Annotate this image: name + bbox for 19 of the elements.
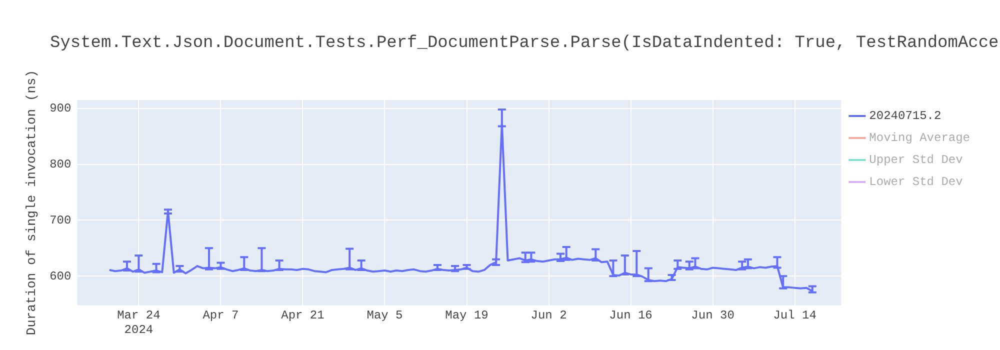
chart-title: System.Text.Json.Document.Tests.Perf_DocumentParse.Parse(IsDataIndented: True, TestRandomAcce — [50, 34, 999, 53]
x-tick-label: Jun 30 — [691, 308, 734, 323]
x-tick-label: Jun 2 — [530, 308, 567, 323]
x-tick-label: May 5 — [366, 308, 403, 323]
legend-label: Moving Average — [869, 131, 970, 146]
x-tick-label: Apr 21 — [281, 308, 324, 323]
x-tick-label: Jul 14 — [773, 308, 816, 323]
x-tick-label: Apr 7 — [202, 308, 239, 323]
y-axis-title: Duration of single invocation (ns) — [24, 70, 40, 336]
y-tick-label: 700 — [50, 213, 72, 228]
y-tick-label: 600 — [50, 269, 72, 284]
legend-label: Upper Std Dev — [869, 153, 963, 168]
y-tick-label: 900 — [50, 102, 72, 116]
x-tick-label: Jun 16 — [609, 308, 652, 323]
x-tick-label: Mar 24 2024 — [117, 308, 160, 337]
legend-label: 20240715.2 — [869, 109, 942, 124]
y-tick-label: 800 — [50, 157, 72, 172]
x-tick-label: May 19 — [445, 308, 488, 323]
legend-label: Lower Std Dev — [869, 175, 963, 190]
